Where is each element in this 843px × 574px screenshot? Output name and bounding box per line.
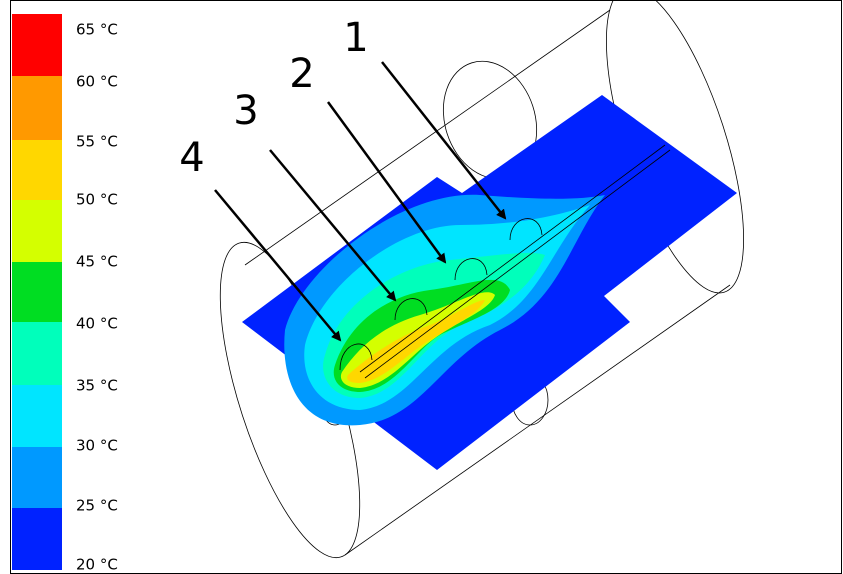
legend-band	[12, 262, 62, 322]
ring	[394, 298, 428, 321]
legend-label: 45 °C	[76, 253, 118, 271]
callout-label: 2	[289, 51, 314, 97]
callout-label: 4	[179, 135, 204, 181]
legend-label: 25 °C	[76, 497, 118, 515]
color-legend: 65 °C 60 °C 55 °C 50 °C 45 °C 40 °C 35 °…	[12, 14, 118, 574]
model	[219, 0, 744, 559]
electrode	[364, 149, 671, 379]
legend-band	[12, 200, 62, 262]
cylinder-edge	[244, 9, 611, 266]
legend-band	[12, 140, 62, 200]
legend-band	[12, 14, 62, 76]
legend-band	[12, 508, 62, 570]
legend-band	[12, 447, 62, 508]
legend-label: 65 °C	[76, 21, 118, 39]
legend-band	[12, 322, 62, 385]
callout-label: 1	[343, 15, 368, 61]
electrode	[359, 144, 666, 373]
legend-label: 55 °C	[76, 133, 118, 151]
legend-band	[12, 385, 62, 447]
ring	[454, 258, 488, 281]
callouts: 1 2 3 4	[179, 15, 507, 342]
callout-arrow	[214, 189, 342, 342]
legend-band	[12, 76, 62, 140]
legend-label: 50 °C	[76, 191, 118, 209]
legend-label: 30 °C	[76, 437, 118, 455]
contour	[347, 300, 485, 383]
callout-arrow	[381, 61, 507, 220]
callout-arrow	[326, 101, 447, 264]
legend-label: 40 °C	[76, 315, 118, 333]
callout-label: 3	[233, 88, 258, 134]
ring	[339, 343, 373, 371]
legend-label: 20 °C	[76, 556, 118, 574]
callout-arrow	[269, 149, 397, 302]
ring	[509, 218, 543, 241]
legend-label: 60 °C	[76, 73, 118, 91]
legend-label: 35 °C	[76, 377, 118, 395]
cylinder-edge	[344, 284, 731, 556]
